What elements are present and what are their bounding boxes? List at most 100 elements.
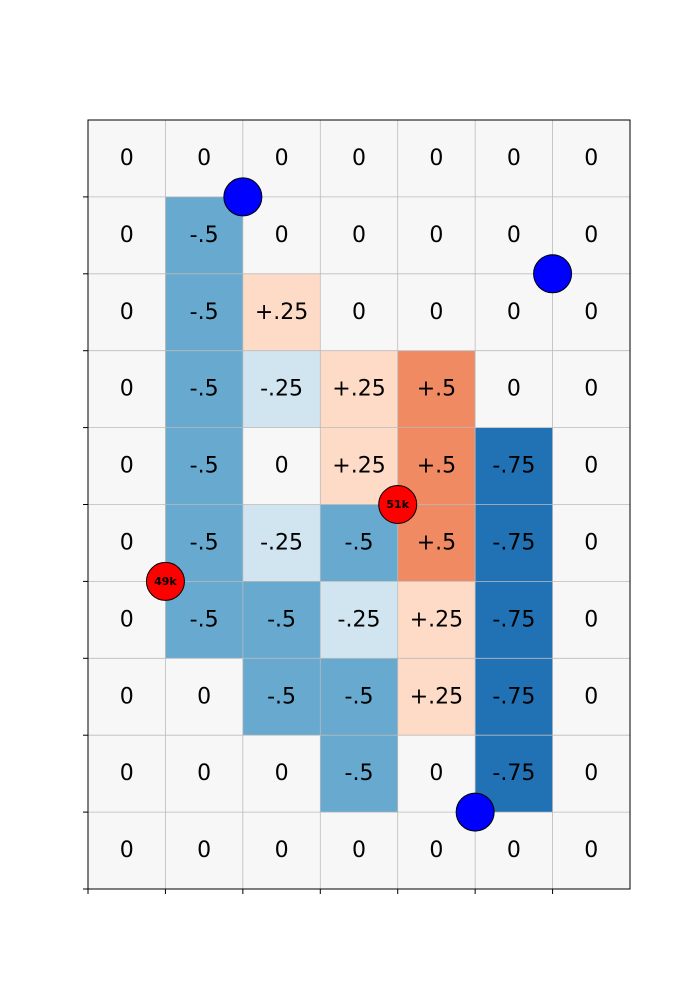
grid-cell: 0: [320, 273, 398, 351]
grid-cell: 0: [552, 350, 631, 428]
cell-fill: [320, 120, 398, 197]
grid-cell: 0: [397, 273, 476, 351]
cell-value: 0: [197, 684, 211, 709]
cell-fill: [475, 350, 553, 428]
cell-fill: [88, 120, 166, 197]
axis-ticks: [83, 196, 554, 894]
cell-value: 0: [197, 838, 211, 863]
cell-value: -.5: [190, 607, 219, 632]
cell-value: -.75: [492, 607, 535, 632]
cell-fill: [397, 658, 476, 736]
cell-fill: [397, 350, 476, 428]
cell-value: 0: [507, 377, 521, 402]
cell-value: -.5: [345, 684, 374, 709]
cell-value: 0: [584, 684, 598, 709]
cell-value: 0: [120, 454, 134, 479]
cell-value: -.5: [190, 300, 219, 325]
grid-cell: -.25: [242, 504, 321, 582]
grid-cell: 0: [552, 735, 631, 813]
cell-value: -.5: [267, 607, 296, 632]
cell-value: 0: [507, 838, 521, 863]
grid-cell: 0: [165, 812, 243, 889]
cell-fill: [397, 273, 476, 351]
cell-fill: [475, 504, 553, 582]
cell-fill: [88, 350, 166, 428]
cell-value: 0: [584, 146, 598, 171]
cell-fill: [88, 196, 166, 274]
grid-cell: 0: [552, 581, 631, 659]
cell-value: 0: [120, 146, 134, 171]
grid-cell: 0: [88, 196, 166, 274]
cell-value: -.75: [492, 761, 535, 786]
cell-value: 0: [197, 146, 211, 171]
cell-fill: [165, 350, 243, 428]
red-marker-dot: [378, 485, 418, 524]
cell-value: 0: [120, 223, 134, 248]
grid-cell: 0: [88, 427, 166, 505]
cell-fill: [552, 350, 631, 428]
cell-value: -.5: [190, 377, 219, 402]
cell-value: 0: [120, 377, 134, 402]
cell-fill: [242, 273, 321, 351]
cell-value: 0: [352, 146, 366, 171]
cell-value: 0: [352, 300, 366, 325]
cell-value: 0: [584, 300, 598, 325]
cell-fill: [88, 735, 166, 813]
cell-fill: [475, 658, 553, 736]
cell-fill: [88, 427, 166, 505]
grid-cell: -.5: [165, 273, 243, 351]
grid-cell: 0: [397, 120, 476, 197]
cell-fill: [320, 735, 398, 813]
cell-value: +.25: [255, 300, 308, 325]
cell-value: -.25: [338, 607, 381, 632]
cell-fill: [320, 350, 398, 428]
cell-value: 0: [120, 838, 134, 863]
cell-value: +.25: [410, 607, 463, 632]
cell-value: -.75: [492, 530, 535, 555]
cell-fill: [320, 273, 398, 351]
grid-cells: 0 0 0 0 0 0 0 0 -.5 0 0 0 0 0 0 -.5 +.25 0 0 0 0 0 -.5 -.25 +.25…: [88, 120, 631, 889]
cell-value: +.25: [332, 454, 385, 479]
cell-value: -.5: [267, 684, 296, 709]
cell-fill: [242, 812, 321, 889]
cell-value: 0: [120, 761, 134, 786]
cell-fill: [165, 273, 243, 351]
grid-cell: -.75: [475, 658, 553, 736]
red-marker-label: 51k: [386, 498, 409, 511]
cell-fill: [165, 812, 243, 889]
cell-value: +.5: [417, 454, 456, 479]
cell-fill: [320, 581, 398, 659]
grid-cell: 0: [165, 735, 243, 813]
cell-fill: [165, 735, 243, 813]
cell-value: 0: [120, 684, 134, 709]
cell-fill: [165, 658, 243, 736]
grid-cell: 0: [165, 658, 243, 736]
cell-fill: [242, 735, 321, 813]
blue-marker: [223, 177, 263, 217]
cell-value: 0: [584, 223, 598, 248]
grid-cell: 0: [88, 658, 166, 736]
cell-value: 0: [584, 377, 598, 402]
cell-value: 0: [584, 838, 598, 863]
cell-value: +.25: [332, 377, 385, 402]
cell-fill: [320, 812, 398, 889]
cell-fill: [242, 658, 321, 736]
grid-cell: 0: [242, 735, 321, 813]
grid-cell: -.25: [320, 581, 398, 659]
grid-cell: 0: [88, 120, 166, 197]
grid-cell: -.25: [242, 350, 321, 428]
cell-value: -.25: [260, 377, 303, 402]
cell-fill: [320, 196, 398, 274]
cell-fill: [242, 350, 321, 428]
cell-value: -.75: [492, 684, 535, 709]
cell-fill: [475, 581, 553, 659]
grid-cell: +.5: [397, 504, 476, 582]
grid-cell: 0: [397, 812, 476, 889]
cell-fill: [397, 120, 476, 197]
cell-value: 0: [507, 223, 521, 248]
grid-cell: 0: [320, 120, 398, 197]
grid-cell: 0: [552, 427, 631, 505]
grid-cell: -.5: [165, 350, 243, 428]
cell-value: 0: [275, 223, 289, 248]
